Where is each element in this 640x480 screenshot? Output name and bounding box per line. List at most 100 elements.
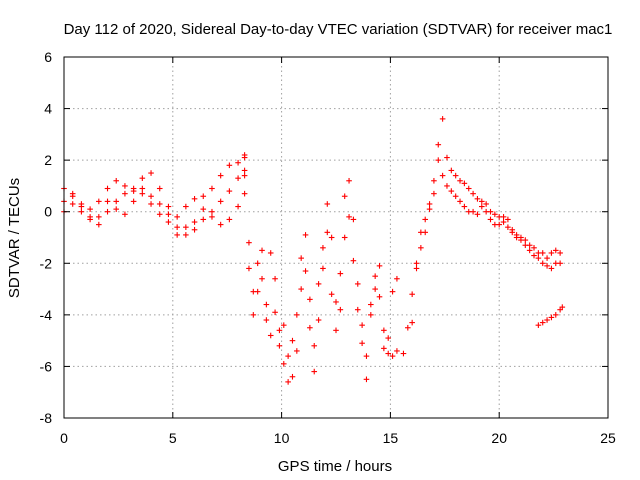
data-point (548, 265, 555, 272)
data-point (368, 301, 374, 308)
data-point (350, 216, 357, 223)
data-point (324, 201, 331, 207)
data-point (259, 275, 265, 282)
data-point (156, 211, 163, 218)
data-point (139, 175, 146, 181)
data-point (435, 141, 442, 148)
data-point (87, 216, 93, 223)
data-point (552, 247, 559, 254)
grid (64, 57, 608, 418)
data-point (465, 185, 472, 192)
data-point (298, 286, 304, 292)
data-point (385, 350, 392, 357)
data-point (544, 255, 550, 261)
data-point (200, 216, 207, 223)
data-point (359, 322, 365, 328)
data-point (289, 337, 296, 344)
data-point (280, 361, 287, 367)
data-point (422, 216, 429, 223)
data-point (409, 319, 415, 326)
data-point (263, 301, 270, 308)
data-point (113, 198, 120, 205)
y-axis-label: SDTVAR / TECUs (6, 178, 23, 298)
y-tick-label: -6 (40, 358, 53, 374)
data-point (418, 245, 424, 251)
data-point (226, 162, 233, 169)
data-point (333, 299, 339, 305)
data-point (500, 219, 507, 225)
data-point (381, 327, 387, 334)
data-point (311, 343, 318, 349)
y-tick-label: -4 (40, 307, 53, 323)
data-point (413, 265, 420, 272)
data-point (183, 203, 189, 210)
data-point (69, 193, 76, 200)
data-point (324, 229, 331, 236)
data-point (439, 172, 446, 179)
data-point (531, 252, 537, 259)
data-point (405, 324, 411, 331)
data-point (394, 275, 400, 282)
data-point (346, 177, 352, 184)
data-point (226, 188, 233, 194)
axis-ticks: 0 5 10 15 20 25 -8 -6 -4 -2 0 2 4 6 (40, 49, 616, 446)
data-point (376, 294, 383, 300)
y-tick-label: 6 (44, 49, 52, 65)
data-point (483, 201, 489, 207)
data-point (389, 353, 396, 359)
data-point (389, 288, 396, 295)
data-point (457, 177, 463, 184)
data-point (217, 221, 224, 228)
data-point (298, 255, 304, 261)
y-tick-label: 0 (44, 204, 52, 220)
data-point (544, 317, 550, 323)
data-point (354, 306, 361, 313)
data-point (122, 190, 128, 197)
data-point (439, 116, 446, 122)
data-point (535, 322, 542, 328)
data-point (531, 245, 537, 251)
data-point (539, 319, 546, 326)
data-point (130, 198, 137, 205)
x-tick-label: 20 (491, 430, 507, 446)
data-point (311, 368, 318, 375)
data-point (191, 219, 198, 225)
y-tick-label: -8 (40, 410, 53, 426)
data-point (552, 312, 559, 318)
data-point (289, 373, 296, 380)
data-point (307, 324, 313, 331)
data-point (254, 260, 261, 267)
data-point (328, 234, 335, 241)
data-point (217, 172, 224, 179)
data-point (320, 245, 326, 251)
data-point (413, 260, 420, 267)
data-point (452, 172, 459, 179)
data-point (422, 229, 429, 236)
data-point (376, 263, 383, 269)
x-tick-label: 0 (60, 430, 68, 446)
data-point (191, 226, 198, 233)
data-point (487, 216, 494, 223)
data-point (315, 281, 322, 287)
data-point (483, 208, 489, 215)
data-point (400, 350, 407, 357)
data-point (409, 291, 415, 298)
data-point (341, 234, 348, 241)
data-point (518, 234, 524, 241)
data-point (87, 206, 93, 212)
data-point (535, 255, 542, 261)
data-point (191, 196, 198, 202)
data-point (346, 214, 352, 220)
data-point (241, 190, 248, 197)
data-point (276, 327, 283, 334)
data-point (78, 208, 85, 215)
data-point (235, 159, 241, 166)
data-point (267, 332, 274, 339)
data-point (315, 317, 322, 323)
data-point (394, 348, 400, 354)
data-point (381, 345, 387, 352)
y-tick-label: -2 (40, 255, 53, 271)
data-point (385, 335, 392, 341)
data-point (500, 214, 507, 220)
